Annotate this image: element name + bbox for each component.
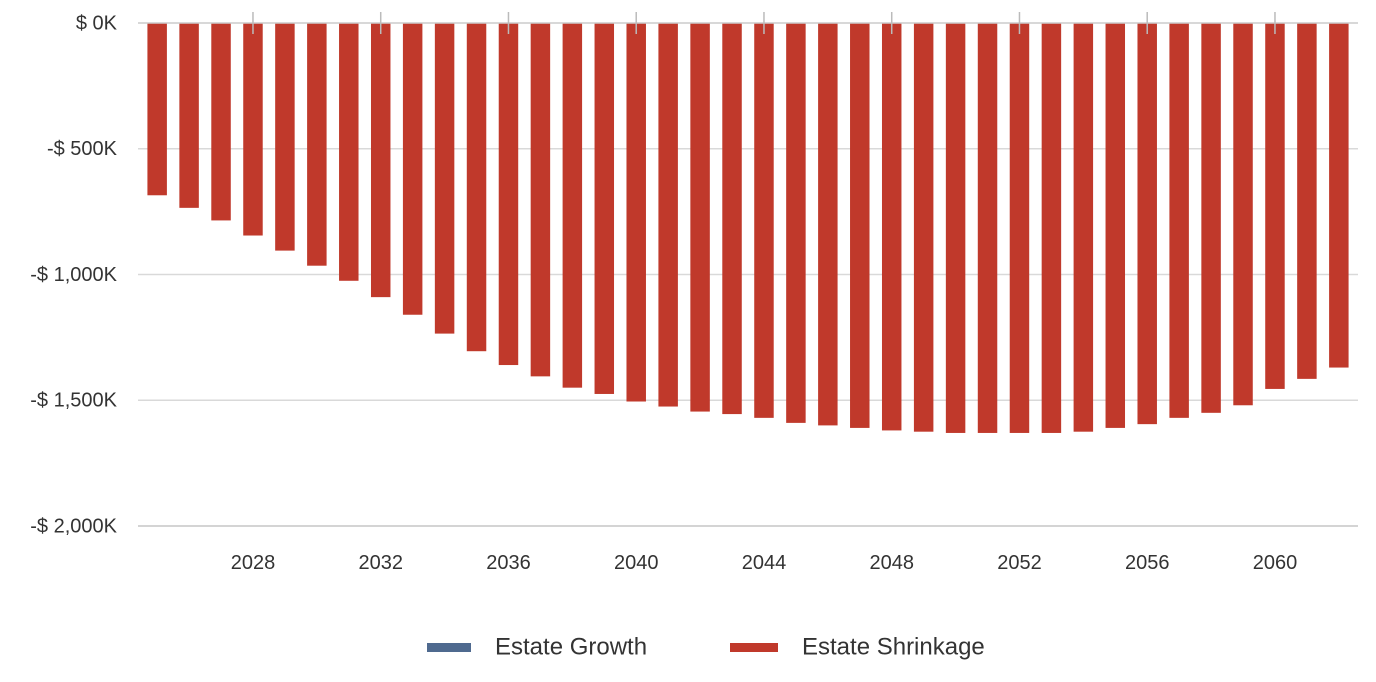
bar-estate-shrinkage[interactable] (977, 23, 998, 433)
bar-estate-shrinkage[interactable] (1297, 23, 1317, 379)
x-tick-label: 2044 (742, 552, 787, 574)
bar-estate-shrinkage[interactable] (1329, 23, 1349, 368)
y-tick-label: -$ 1,500K (30, 390, 117, 412)
legend-swatch-estate-growth (427, 643, 471, 652)
bar-estate-shrinkage[interactable] (1233, 23, 1253, 406)
x-tick-label: 2028 (231, 552, 276, 574)
bar-estate-shrinkage[interactable] (243, 23, 263, 236)
bar-estate-shrinkage[interactable] (466, 23, 487, 352)
bar-estate-shrinkage[interactable] (530, 23, 551, 377)
bar-estate-shrinkage[interactable] (1137, 23, 1157, 425)
x-tick-label: 2052 (997, 552, 1042, 574)
bar-estate-shrinkage[interactable] (945, 23, 966, 433)
bar-estate-shrinkage[interactable] (562, 23, 583, 388)
y-tick-label: $ 0K (76, 12, 118, 34)
x-axis-labels: 2028 2032 2036 2040 2044 2048 2052 2056 2060 (231, 552, 1297, 574)
bar-estate-shrinkage[interactable] (402, 23, 423, 315)
bar-estate-shrinkage[interactable] (370, 23, 391, 298)
bar-estate-shrinkage[interactable] (1009, 23, 1030, 433)
legend: Estate Growth Estate Shrinkage (427, 633, 985, 660)
bar-estate-shrinkage[interactable] (434, 23, 455, 334)
y-tick-label: -$ 500K (47, 138, 118, 160)
bar-estate-shrinkage[interactable] (786, 23, 806, 423)
y-tick-label: -$ 1,000K (30, 264, 117, 286)
bar-estate-shrinkage[interactable] (307, 23, 327, 266)
bar-estate-shrinkage[interactable] (594, 23, 615, 394)
bar-estate-shrinkage[interactable] (211, 23, 231, 221)
bar-estate-shrinkage[interactable] (658, 23, 678, 407)
bar-estate-shrinkage[interactable] (722, 23, 742, 415)
bar-estate-shrinkage[interactable] (339, 23, 359, 281)
bar-estate-shrinkage[interactable] (1041, 23, 1062, 433)
axes (138, 12, 1358, 527)
x-tick-label: 2032 (358, 552, 403, 574)
legend-label-estate-shrinkage: Estate Shrinkage (802, 633, 985, 660)
legend-item-estate-shrinkage[interactable]: Estate Shrinkage (730, 633, 985, 660)
legend-swatch-estate-shrinkage (730, 643, 778, 652)
bar-estate-shrinkage[interactable] (1105, 23, 1126, 428)
bar-estate-shrinkage[interactable] (275, 23, 295, 251)
bar-estate-shrinkage[interactable] (498, 23, 519, 366)
legend-item-estate-growth[interactable]: Estate Growth (427, 633, 647, 660)
bar-estate-shrinkage[interactable] (754, 23, 774, 418)
bars (147, 23, 1349, 433)
bar-estate-shrinkage[interactable] (881, 23, 902, 431)
bar-estate-shrinkage[interactable] (818, 23, 838, 426)
bar-estate-shrinkage[interactable] (850, 23, 870, 428)
bar-estate-shrinkage[interactable] (1169, 23, 1189, 418)
x-tick-label: 2040 (614, 552, 659, 574)
x-tick-label: 2036 (486, 552, 531, 574)
bar-estate-shrinkage[interactable] (913, 23, 934, 432)
bar-estate-shrinkage[interactable] (179, 23, 199, 208)
x-tick-label: 2056 (1125, 552, 1170, 574)
x-tick-label: 2060 (1253, 552, 1298, 574)
legend-label-estate-growth: Estate Growth (495, 633, 647, 660)
y-tick-label: -$ 2,000K (30, 515, 117, 537)
bar-estate-shrinkage[interactable] (1201, 23, 1221, 413)
bar-estate-shrinkage[interactable] (1073, 23, 1094, 432)
y-axis-labels: $ 0K -$ 500K -$ 1,000K -$ 1,500K -$ 2,000K (30, 12, 117, 537)
x-tick-label: 2048 (869, 552, 914, 574)
bar-estate-shrinkage[interactable] (690, 23, 710, 412)
bar-estate-shrinkage[interactable] (626, 23, 646, 402)
bar-estate-shrinkage[interactable] (1265, 23, 1285, 389)
bar-estate-shrinkage[interactable] (147, 23, 167, 196)
